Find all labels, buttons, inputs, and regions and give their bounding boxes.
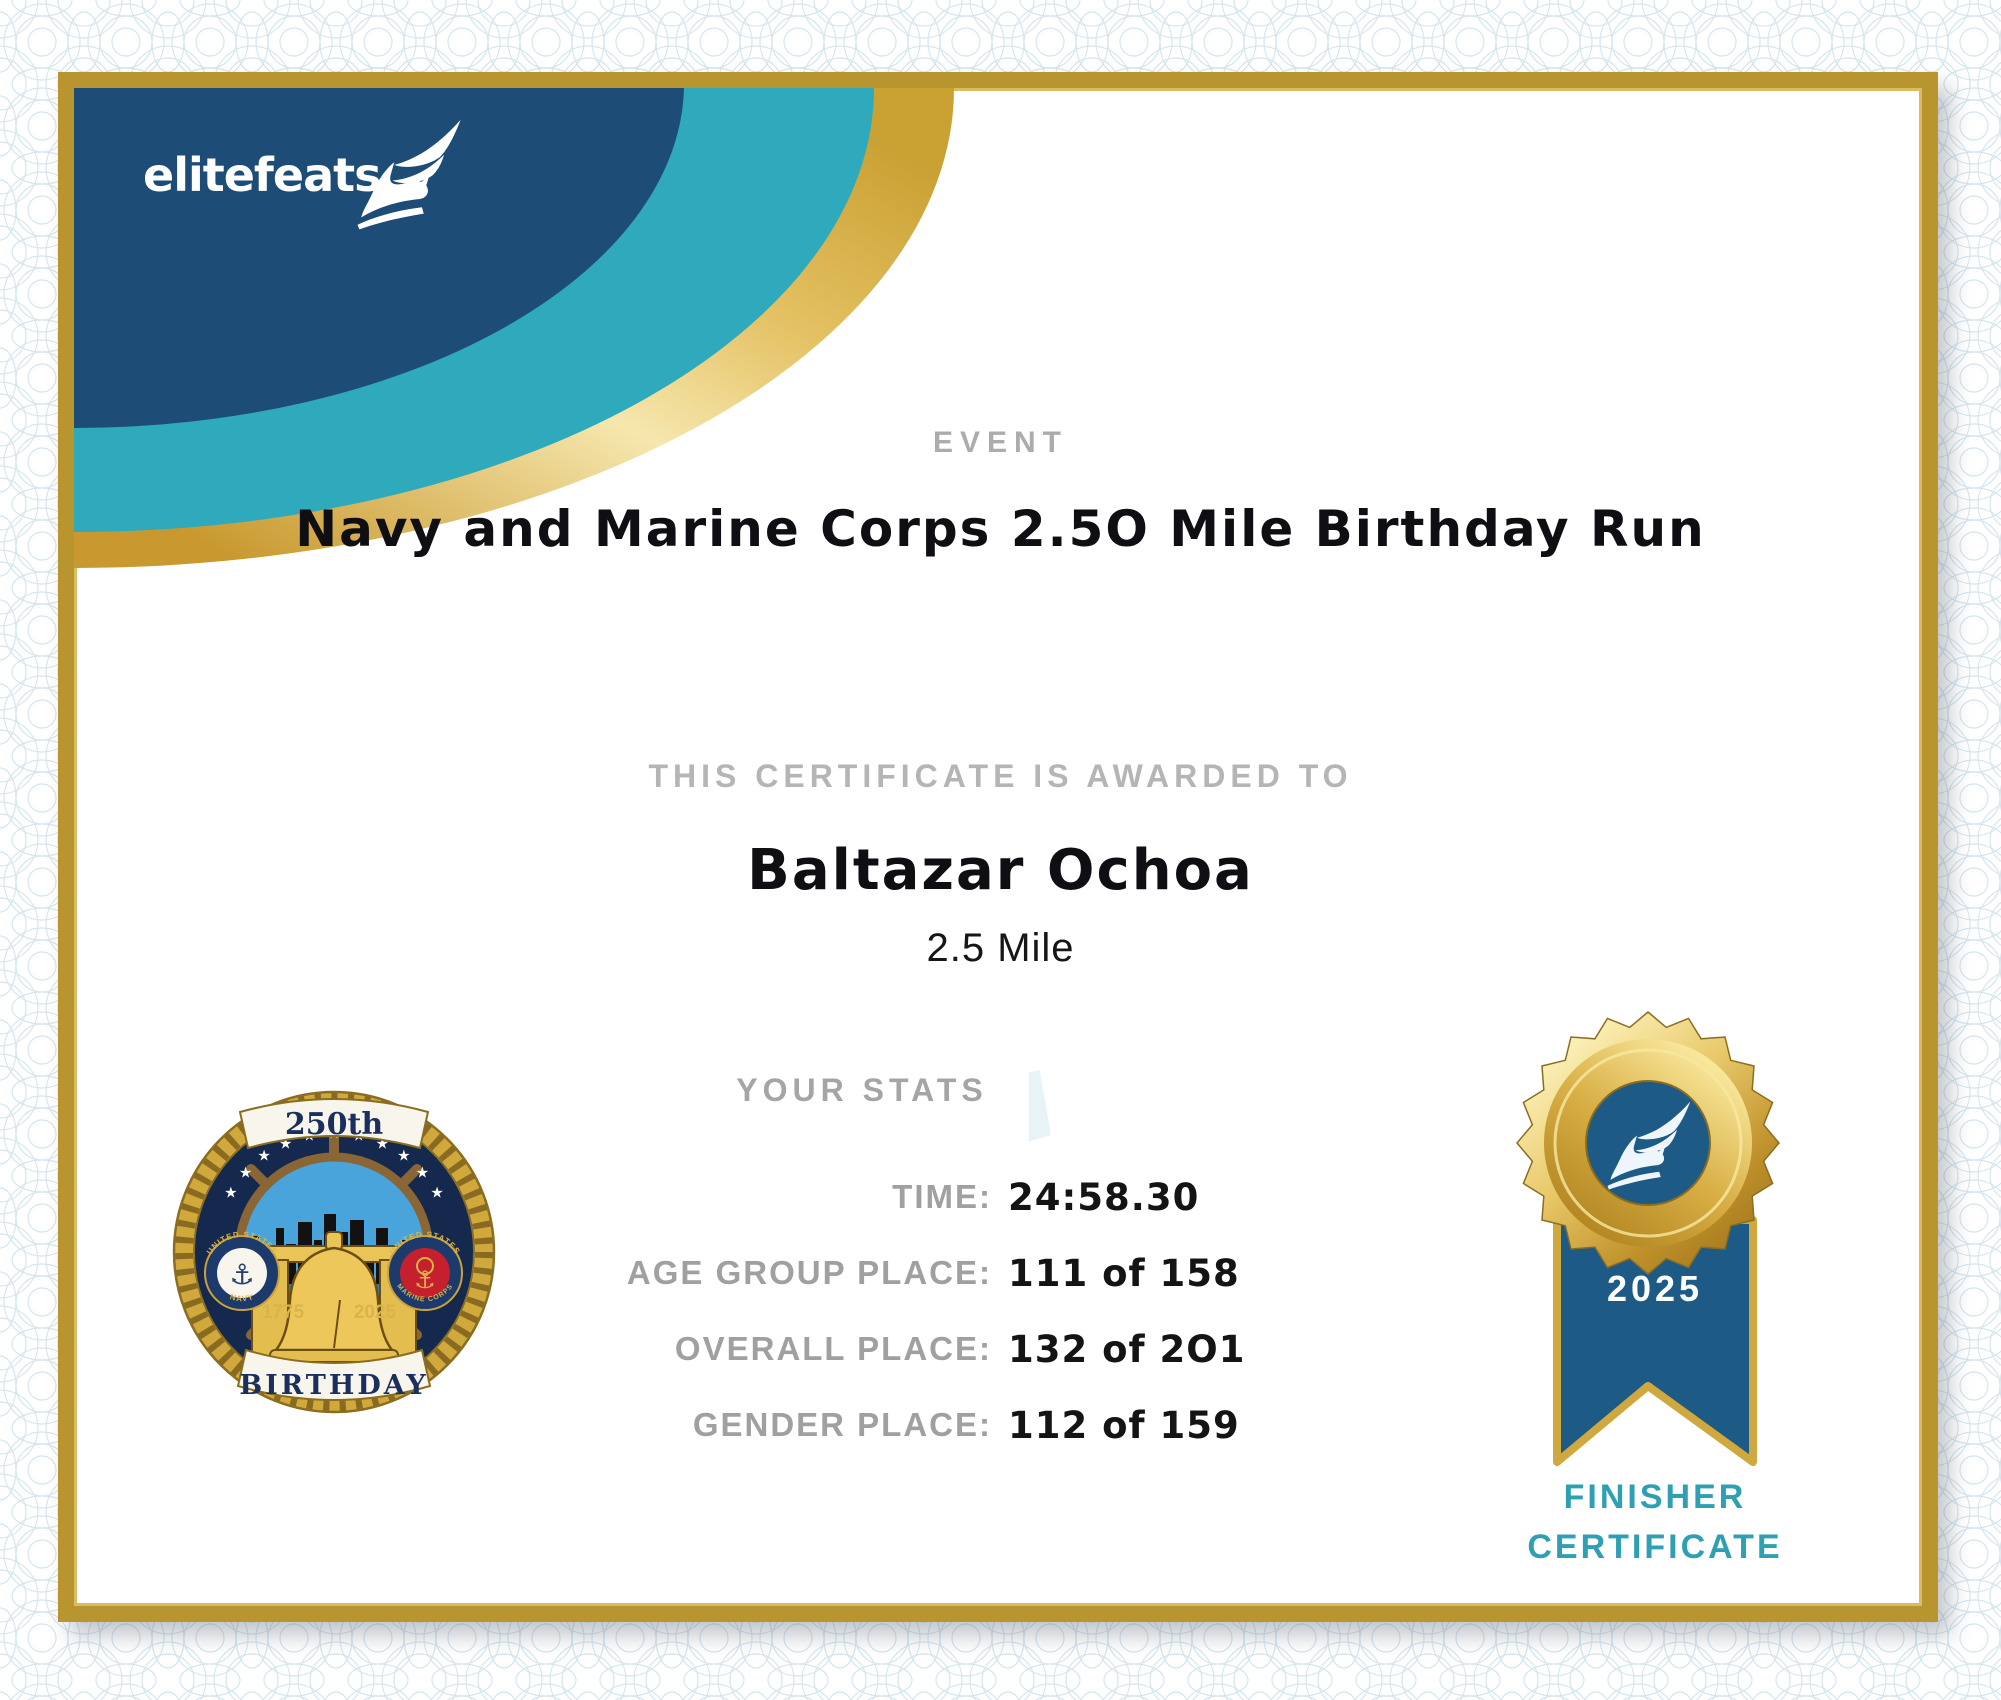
stat-label: AGE GROUP PLACE: [626,1254,992,1291]
stat-label: OVERALL PLACE: [674,1330,992,1367]
stat-row-gender-place: GENDER PLACE: 112 of 159 [0,1387,2001,1463]
event-title: Navy and Marine Corps 2.5O Mile Birthday… [295,500,1706,558]
stat-value: 111 of 158 [1008,1251,1240,1295]
brand-logo-text: elitefeats [143,148,382,202]
your-stats-label: YOUR STATS [736,1072,988,1108]
stat-value: 112 of 159 [1008,1403,1240,1447]
stat-row-overall-place: OVERALL PLACE: 132 of 2O1 [0,1311,2001,1387]
stats-block: TIME: 24:58.30 AGE GROUP PLACE: 111 of 1… [0,1159,2001,1463]
stat-row-time: TIME: 24:58.30 [0,1159,2001,1235]
race-distance: 2.5 Mile [926,926,1075,970]
medal-year: 2025 [1606,1268,1704,1309]
stat-label: TIME: [892,1178,992,1215]
finisher-line1: FINISHER [1563,1478,1747,1516]
event-label: EVENT [932,426,1069,459]
finisher-line2: CERTIFICATE [1527,1528,1783,1566]
runner-name: Baltazar Ochoa [747,838,1254,903]
awarded-to-label: THIS CERTIFICATE IS AWARDED TO [648,758,1353,794]
stat-value: 132 of 2O1 [1008,1327,1246,1371]
stat-label: GENDER PLACE: [692,1406,992,1443]
stat-value: 24:58.30 [1008,1175,1200,1219]
finisher-certificate-label: FINISHER CERTIFICATE [1480,1472,1830,1572]
